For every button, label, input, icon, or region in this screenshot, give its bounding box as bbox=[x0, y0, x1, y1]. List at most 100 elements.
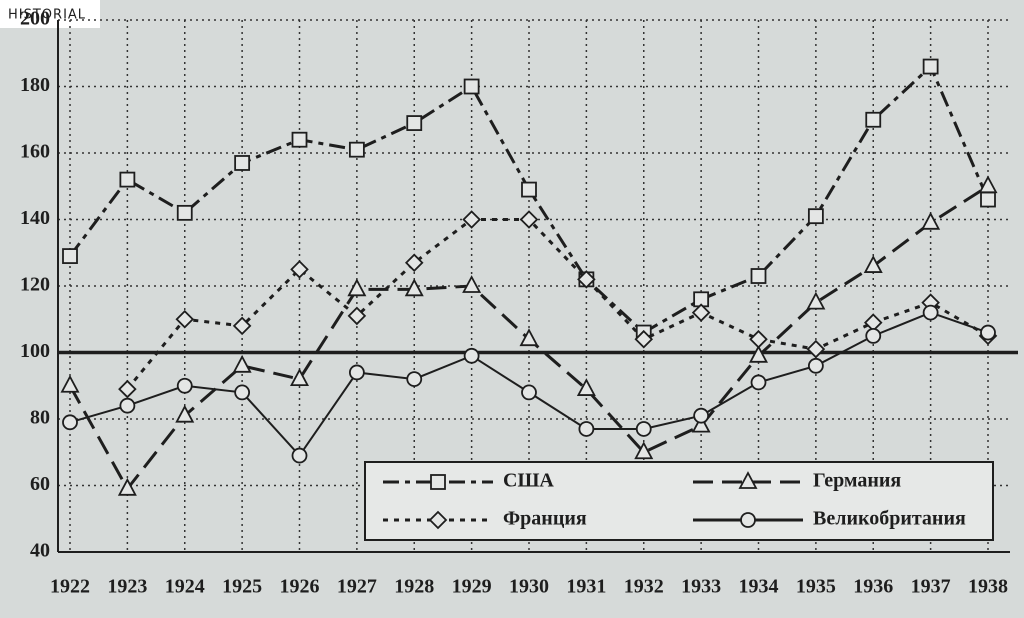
y-tick-label: 180 bbox=[20, 74, 50, 96]
y-tick-label: 160 bbox=[20, 141, 50, 163]
marker bbox=[750, 268, 767, 284]
marker bbox=[693, 407, 710, 424]
marker bbox=[117, 477, 137, 496]
marker bbox=[62, 414, 78, 431]
marker bbox=[234, 155, 251, 171]
marker bbox=[577, 270, 596, 289]
marker bbox=[806, 339, 826, 359]
marker bbox=[404, 253, 424, 272]
marker bbox=[576, 378, 596, 396]
marker bbox=[176, 204, 193, 221]
marker bbox=[521, 384, 537, 401]
x-tick-label: 1922 bbox=[50, 576, 90, 598]
x-tick-label: 1934 bbox=[739, 576, 779, 598]
x-tick-label: 1925 bbox=[222, 576, 262, 598]
x-tick-label: 1931 bbox=[566, 576, 606, 598]
legend-label: Германия bbox=[813, 470, 901, 492]
marker bbox=[691, 303, 711, 322]
marker bbox=[865, 111, 882, 128]
marker bbox=[119, 397, 136, 414]
marker bbox=[176, 377, 193, 394]
marker bbox=[519, 210, 539, 229]
marker bbox=[348, 141, 365, 158]
y-tick-label: 40 bbox=[30, 540, 50, 562]
marker bbox=[347, 278, 367, 297]
marker bbox=[60, 374, 80, 393]
x-tick-label: 1926 bbox=[280, 576, 320, 598]
x-tick-label: 1923 bbox=[107, 576, 147, 598]
x-tick-label: 1930 bbox=[509, 576, 549, 598]
legend-label: Франция bbox=[503, 508, 587, 530]
marker bbox=[521, 181, 537, 198]
x-tick-label: 1932 bbox=[624, 576, 664, 598]
marker bbox=[232, 354, 252, 373]
marker bbox=[738, 471, 758, 489]
marker bbox=[980, 191, 996, 208]
marker bbox=[118, 379, 137, 399]
x-tick-label: 1927 bbox=[337, 576, 377, 598]
marker bbox=[462, 275, 482, 293]
marker bbox=[922, 58, 939, 75]
marker bbox=[750, 374, 767, 391]
y-tick-label: 120 bbox=[20, 274, 50, 296]
y-tick-label: 100 bbox=[20, 340, 50, 362]
marker bbox=[519, 328, 539, 347]
marker bbox=[406, 371, 423, 388]
x-tick-label: 1935 bbox=[796, 576, 836, 598]
marker bbox=[430, 474, 446, 490]
marker bbox=[234, 384, 251, 401]
marker bbox=[806, 291, 826, 310]
x-tick-label: 1929 bbox=[452, 576, 492, 598]
marker bbox=[348, 364, 365, 381]
legend-label: США bbox=[503, 470, 554, 492]
marker bbox=[291, 131, 308, 148]
marker bbox=[635, 421, 652, 437]
marker bbox=[62, 248, 78, 264]
marker bbox=[462, 210, 481, 229]
x-tick-label: 1936 bbox=[853, 576, 893, 598]
marker bbox=[807, 357, 824, 374]
marker bbox=[406, 115, 423, 131]
marker bbox=[980, 324, 996, 341]
x-tick-label: 1933 bbox=[681, 576, 721, 598]
marker bbox=[921, 211, 941, 230]
series-line bbox=[126, 218, 989, 391]
y-tick-label: 60 bbox=[30, 473, 50, 495]
marker bbox=[578, 421, 595, 437]
marker bbox=[232, 316, 252, 336]
marker bbox=[634, 329, 654, 349]
marker bbox=[865, 327, 882, 344]
y-tick-label: 200 bbox=[20, 8, 50, 30]
legend-box bbox=[364, 461, 994, 541]
x-tick-label: 1937 bbox=[911, 576, 951, 598]
marker bbox=[291, 447, 308, 464]
marker bbox=[290, 260, 309, 279]
marker bbox=[404, 278, 424, 297]
y-tick-label: 140 bbox=[20, 207, 50, 229]
legend-label: Великобритания bbox=[813, 508, 966, 530]
marker bbox=[691, 414, 711, 433]
marker bbox=[119, 171, 136, 188]
marker bbox=[428, 510, 448, 530]
badge: HISTORIAL bbox=[8, 8, 86, 23]
marker bbox=[634, 441, 654, 460]
badge-box bbox=[0, 0, 100, 28]
marker bbox=[749, 329, 768, 349]
marker bbox=[290, 368, 309, 387]
x-tick-label: 1938 bbox=[968, 576, 1008, 598]
x-tick-label: 1924 bbox=[165, 576, 205, 598]
marker bbox=[740, 512, 756, 528]
y-tick-label: 80 bbox=[30, 407, 50, 429]
x-tick-label: 1928 bbox=[394, 576, 434, 598]
marker bbox=[463, 347, 480, 364]
marker bbox=[863, 255, 883, 273]
marker bbox=[749, 344, 768, 363]
marker bbox=[807, 208, 824, 225]
marker bbox=[463, 78, 480, 95]
marker bbox=[175, 309, 195, 329]
marker bbox=[978, 175, 998, 194]
marker bbox=[347, 306, 367, 326]
marker bbox=[922, 304, 939, 321]
marker bbox=[175, 404, 195, 423]
